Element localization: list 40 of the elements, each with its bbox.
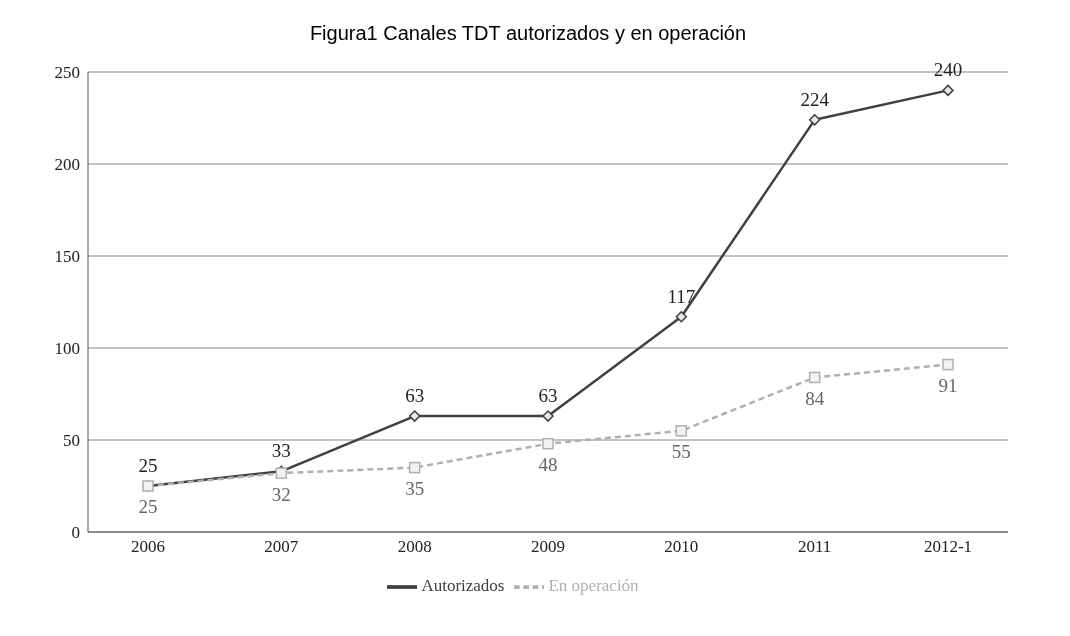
data-label: 48 bbox=[538, 454, 558, 476]
point bbox=[942, 358, 954, 371]
chart-title: Figura1 Canales TDT autorizados y en operación bbox=[308, 21, 748, 46]
x-tick-label: 2007 bbox=[264, 537, 299, 557]
y-tick-label: 50 bbox=[63, 431, 80, 451]
data-label: 224 bbox=[800, 88, 830, 110]
point bbox=[808, 371, 821, 384]
point bbox=[942, 84, 954, 97]
y-tick-label: 0 bbox=[71, 523, 80, 543]
data-label: 63 bbox=[538, 385, 558, 407]
x-tick-label: 2010 bbox=[664, 537, 699, 557]
legend-label: Autorizados bbox=[421, 575, 505, 595]
legend-label: En operación bbox=[548, 575, 639, 595]
data-label: 240 bbox=[933, 59, 963, 81]
point bbox=[675, 425, 688, 437]
data-label: 63 bbox=[405, 385, 425, 407]
y-tick-label: 200 bbox=[54, 155, 80, 175]
x-tick-label: 2006 bbox=[131, 537, 165, 557]
data-label: 25 bbox=[138, 496, 158, 518]
data-label: 32 bbox=[271, 483, 291, 505]
data-label: 33 bbox=[271, 440, 291, 462]
point bbox=[675, 310, 688, 323]
y-tick-label: 100 bbox=[54, 339, 80, 359]
x-tick-label: 2008 bbox=[397, 537, 432, 557]
x-tick-label: 2009 bbox=[531, 537, 565, 557]
data-label: 55 bbox=[671, 441, 691, 463]
point bbox=[542, 437, 554, 450]
point bbox=[808, 114, 821, 126]
y-tick-label: 250 bbox=[54, 63, 80, 83]
data-label: 117 bbox=[667, 285, 696, 307]
data-label: 84 bbox=[805, 387, 825, 409]
data-label: 35 bbox=[405, 478, 425, 500]
data-label: 91 bbox=[938, 375, 958, 397]
x-tick-label: 2011 bbox=[797, 537, 832, 557]
y-tick-label: 150 bbox=[54, 247, 80, 267]
point bbox=[542, 410, 554, 422]
data-label: 25 bbox=[138, 455, 158, 476]
point bbox=[408, 461, 421, 474]
point bbox=[408, 410, 421, 422]
x-tick-label: 2012-1 bbox=[923, 537, 973, 557]
